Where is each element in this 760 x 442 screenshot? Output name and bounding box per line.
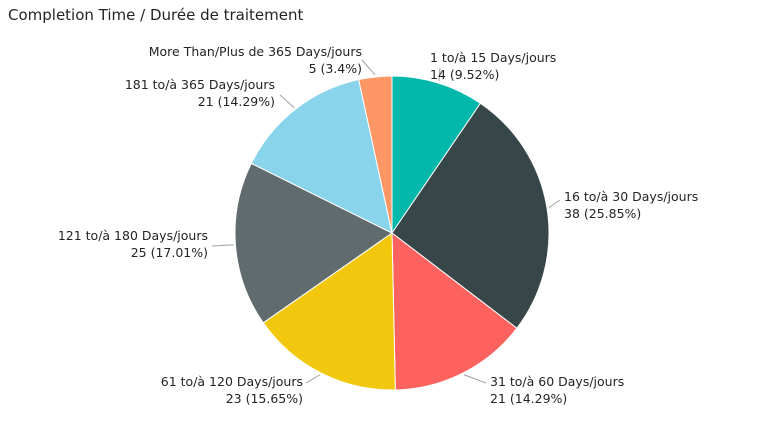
slice-label-1: 1 to/à 15 Days/jours — [430, 50, 556, 65]
slice-label-7: More Than/Plus de 365 Days/jours — [149, 44, 362, 59]
slice-label-5: 121 to/à 180 Days/jours — [58, 228, 208, 243]
pie-slice-7[interactable] — [358, 75, 393, 234]
pie-slice-6[interactable] — [250, 78, 393, 234]
pie-slice-5[interactable] — [234, 162, 393, 324]
leader-line-5 — [211, 244, 234, 247]
pie-slice-2[interactable] — [391, 102, 550, 329]
pie-slice-4[interactable] — [262, 232, 396, 391]
pie-leader-lines — [211, 59, 561, 384]
slice-value-label-6: 21 (14.29%) — [198, 94, 275, 109]
leader-line-3 — [463, 374, 487, 384]
leader-line-7 — [361, 59, 376, 76]
pie-data-labels: 1 to/à 15 Days/jours 14 (9.52%) 16 to/à 30… — [58, 44, 698, 406]
leader-line-6 — [279, 94, 295, 109]
slice-value-label-7: 5 (3.4%) — [309, 61, 362, 76]
pie-slices — [234, 75, 550, 391]
slice-label-6: 181 to/à 365 Days/jours — [125, 77, 275, 92]
slice-value-label-2: 38 (25.85%) — [564, 206, 641, 221]
leader-line-2 — [548, 199, 561, 209]
pie-slice-1[interactable] — [391, 75, 482, 235]
chart-title: Completion Time / Durée de traitement — [8, 6, 304, 24]
slice-value-label-5: 25 (17.01%) — [131, 245, 208, 260]
slice-value-label-4: 23 (15.65%) — [226, 391, 303, 406]
pie-slice-3[interactable] — [391, 231, 518, 391]
leader-line-4 — [305, 374, 321, 384]
slice-value-label-3: 21 (14.29%) — [490, 391, 567, 406]
slice-label-4: 61 to/à 120 Days/jours — [161, 374, 303, 389]
slice-value-label-1: 14 (9.52%) — [430, 67, 499, 82]
slice-label-3: 31 to/à 60 Days/jours — [490, 374, 624, 389]
leader-line-1 — [438, 67, 441, 82]
slice-label-2: 16 to/à 30 Days/jours — [564, 189, 698, 204]
